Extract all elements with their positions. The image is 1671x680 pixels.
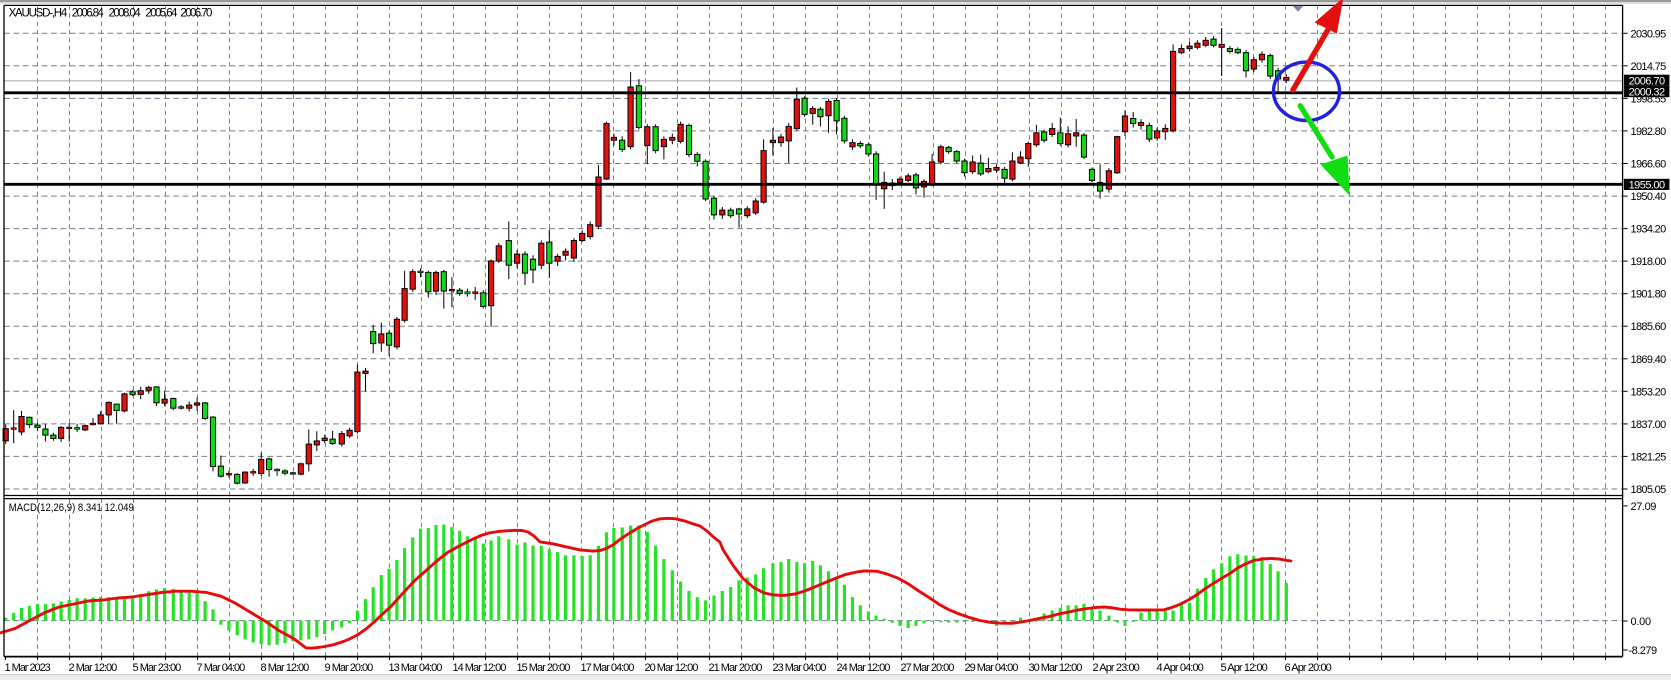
svg-text:1821.25: 1821.25 xyxy=(1631,451,1667,463)
svg-text:XAUUSD-,H4: XAUUSD-,H4 xyxy=(9,7,68,19)
svg-text:2006.70: 2006.70 xyxy=(180,7,212,19)
svg-text:1853.20: 1853.20 xyxy=(1631,386,1667,398)
svg-text:5 Mar 23:00: 5 Mar 23:00 xyxy=(133,662,182,674)
svg-text:2014.75: 2014.75 xyxy=(1631,61,1667,73)
svg-text:0.00: 0.00 xyxy=(1631,616,1652,628)
svg-text:2006.84: 2006.84 xyxy=(72,7,105,19)
svg-text:1966.60: 1966.60 xyxy=(1631,159,1667,171)
svg-text:1955.00: 1955.00 xyxy=(1629,180,1666,192)
svg-text:1869.40: 1869.40 xyxy=(1631,354,1667,366)
svg-text:24 Mar 12:00: 24 Mar 12:00 xyxy=(837,662,891,674)
svg-text:4 Apr 04:00: 4 Apr 04:00 xyxy=(1157,662,1204,674)
svg-text:2008.04: 2008.04 xyxy=(109,7,142,19)
svg-text:1885.60: 1885.60 xyxy=(1631,321,1667,333)
svg-text:27.09: 27.09 xyxy=(1631,501,1657,513)
svg-text:30 Mar 12:00: 30 Mar 12:00 xyxy=(1029,662,1083,674)
svg-text:MACD(12,26,9) 8.341 12.049: MACD(12,26,9) 8.341 12.049 xyxy=(9,502,134,514)
svg-text:1 Mar 2023: 1 Mar 2023 xyxy=(5,662,51,674)
svg-text:15 Mar 20:00: 15 Mar 20:00 xyxy=(517,662,571,674)
svg-text:2 Apr 23:00: 2 Apr 23:00 xyxy=(1093,662,1140,674)
svg-text:7 Mar 04:00: 7 Mar 04:00 xyxy=(197,662,246,674)
svg-text:2005.64: 2005.64 xyxy=(145,7,178,19)
svg-text:6 Apr 20:00: 6 Apr 20:00 xyxy=(1285,662,1332,674)
svg-text:1934.20: 1934.20 xyxy=(1631,224,1667,236)
svg-text:1901.80: 1901.80 xyxy=(1631,289,1667,301)
svg-text:29 Mar 04:00: 29 Mar 04:00 xyxy=(965,662,1019,674)
svg-text:2006.70: 2006.70 xyxy=(1629,75,1666,87)
svg-text:1950.40: 1950.40 xyxy=(1631,191,1667,203)
svg-text:9 Mar 20:00: 9 Mar 20:00 xyxy=(325,662,374,674)
svg-text:17 Mar 04:00: 17 Mar 04:00 xyxy=(581,662,635,674)
svg-text:21 Mar 20:00: 21 Mar 20:00 xyxy=(709,662,763,674)
svg-text:2000.32: 2000.32 xyxy=(1629,87,1666,99)
svg-text:-8.279: -8.279 xyxy=(1629,645,1658,657)
svg-text:23 Mar 04:00: 23 Mar 04:00 xyxy=(773,662,827,674)
svg-text:1805.05: 1805.05 xyxy=(1631,484,1667,496)
svg-text:5 Apr 12:00: 5 Apr 12:00 xyxy=(1221,662,1268,674)
svg-text:13 Mar 04:00: 13 Mar 04:00 xyxy=(389,662,443,674)
svg-text:1982.80: 1982.80 xyxy=(1631,126,1667,138)
svg-text:2 Mar 12:00: 2 Mar 12:00 xyxy=(69,662,118,674)
svg-text:1837.00: 1837.00 xyxy=(1631,419,1667,431)
svg-text:2030.95: 2030.95 xyxy=(1631,28,1667,40)
svg-text:20 Mar 12:00: 20 Mar 12:00 xyxy=(645,662,699,674)
svg-text:1918.00: 1918.00 xyxy=(1631,256,1667,268)
svg-text:8 Mar 12:00: 8 Mar 12:00 xyxy=(261,662,310,674)
svg-text:14 Mar 12:00: 14 Mar 12:00 xyxy=(453,662,507,674)
svg-text:27 Mar 20:00: 27 Mar 20:00 xyxy=(901,662,955,674)
